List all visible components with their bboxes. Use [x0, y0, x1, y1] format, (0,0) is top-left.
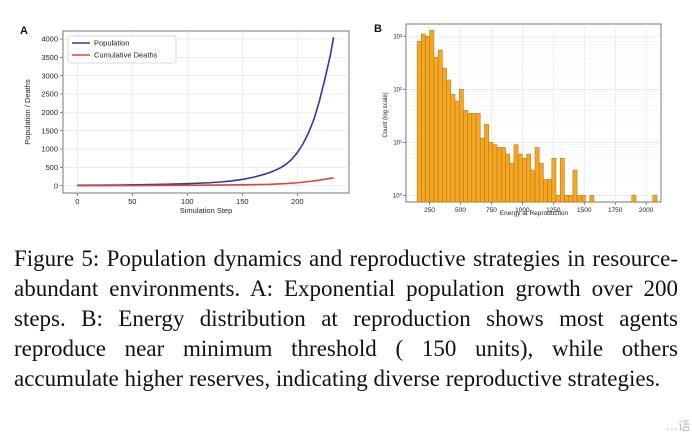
legend-label-deaths: Cumulative Deaths: [94, 51, 158, 60]
histogram-bar: [576, 195, 582, 203]
histogram-bar: [421, 33, 426, 203]
histogram-bar: [564, 195, 569, 203]
x-tick-label: 100: [181, 197, 194, 206]
histogram-bar: [475, 113, 481, 203]
histogram-bar: [488, 142, 494, 203]
histogram-bar: [513, 144, 519, 203]
histogram-bar: [538, 163, 544, 203]
histogram-bar: [568, 195, 574, 203]
y-tick-label: 4000: [41, 35, 58, 44]
histogram-bar: [505, 153, 510, 203]
histogram-bar: [480, 137, 485, 203]
histogram-bar: [559, 158, 565, 203]
histogram-bar: [589, 195, 595, 203]
histogram-bar: [517, 153, 523, 203]
panel-b-ylabel: Count (log scale): [383, 92, 389, 137]
panel-b: B 250 500 750 1000 1250 1500 1750 2000 10⁰ 10¹ 10²…: [374, 23, 662, 217]
histogram-bar: [547, 179, 553, 203]
panel-a-ticks: 0 50 100 150 2000500100015002000250030003500…: [41, 35, 303, 206]
y-tick-label: 1500: [41, 126, 58, 135]
histogram-bar: [496, 147, 502, 203]
panel-a: A 0 50 100 150 20005001000150020002500300035…: [20, 25, 350, 215]
x-tick-label: 200: [291, 197, 304, 206]
x-tick-label: 0: [75, 197, 79, 206]
histogram-bar: [555, 195, 561, 203]
histogram-bar: [458, 89, 464, 203]
histogram-bar: [534, 147, 540, 203]
population-line: [77, 37, 335, 187]
y-tick-label: 3500: [41, 53, 58, 62]
y-tick-label: 0: [54, 181, 58, 190]
y-tick-label: 3000: [41, 71, 58, 80]
panel-b-bars: [416, 29, 658, 203]
x-tick-label: 250: [424, 207, 435, 214]
histogram-bar: [467, 113, 473, 203]
histogram-bar: [501, 147, 506, 203]
x-tick-label: 2000: [639, 207, 654, 214]
y-tick-label: 10²: [393, 88, 402, 94]
y-tick-label: 500: [45, 163, 58, 172]
x-tick-label: 1250: [546, 207, 561, 214]
watermark: …话: [665, 419, 690, 433]
x-tick-label: 750: [486, 207, 497, 214]
histogram-bar: [442, 67, 447, 203]
histogram-bar: [530, 169, 536, 203]
histogram-bar: [543, 179, 548, 203]
figure: A 0 50 100 150 20005001000150020002500300035…: [20, 23, 662, 217]
histogram-bar: [454, 100, 460, 203]
histogram-bar: [446, 79, 452, 203]
y-tick-label: 2000: [41, 108, 58, 117]
x-tick-label: 150: [236, 197, 249, 206]
x-tick-label: 50: [128, 197, 136, 206]
histogram-bar: [522, 158, 527, 203]
histogram-bar: [631, 195, 637, 203]
panel-b-xlabel: Energy at Reproduction: [500, 210, 569, 217]
x-tick-label: 1500: [577, 207, 592, 214]
histogram-bar: [425, 35, 431, 203]
legend-label-population: Population: [94, 39, 129, 48]
histogram-bar: [471, 113, 477, 203]
panel-a-ylabel: Population / Deaths: [23, 79, 32, 145]
panel-a-series: [77, 37, 335, 187]
panel-b-letter: B: [374, 23, 382, 35]
panel-a-xlabel: Simulation Step: [180, 206, 233, 215]
y-tick-label: 2500: [41, 90, 58, 99]
cumulative-deaths-line: [77, 177, 334, 187]
x-tick-label: 1000: [515, 207, 530, 214]
x-tick-label: 1750: [608, 207, 623, 214]
panel-b-ticks: 250 500 750 1000 1250 1500 1750 2000 10⁰ 10¹ 10² 10…: [393, 35, 654, 214]
histogram-bar: [551, 158, 557, 203]
histogram-bar: [581, 195, 586, 203]
x-tick-label: 500: [455, 207, 466, 214]
histogram-bar: [437, 49, 443, 203]
histogram-bar: [433, 57, 439, 203]
y-tick-label: 10³: [393, 35, 402, 41]
y-tick-label: 10⁰: [393, 193, 403, 200]
panel-a-legend: Population Cumulative Deaths: [67, 35, 177, 64]
legend-box: [67, 35, 177, 64]
histogram-bar: [492, 144, 498, 203]
histogram-bar: [484, 123, 489, 203]
histogram-bar: [450, 94, 456, 203]
histogram-bar: [463, 110, 468, 203]
y-tick-label: 1000: [41, 145, 58, 154]
y-tick-label: 10¹: [393, 141, 402, 147]
histogram-bar: [526, 153, 532, 203]
histogram-bar: [572, 169, 578, 203]
histogram-bar: [429, 29, 435, 203]
histogram-bar: [509, 163, 515, 203]
panel-a-letter: A: [20, 25, 28, 37]
figure-caption: Figure 5: Population dynamics and reprod…: [14, 246, 678, 391]
histogram-bar: [652, 195, 658, 203]
histogram-bar: [416, 41, 422, 203]
